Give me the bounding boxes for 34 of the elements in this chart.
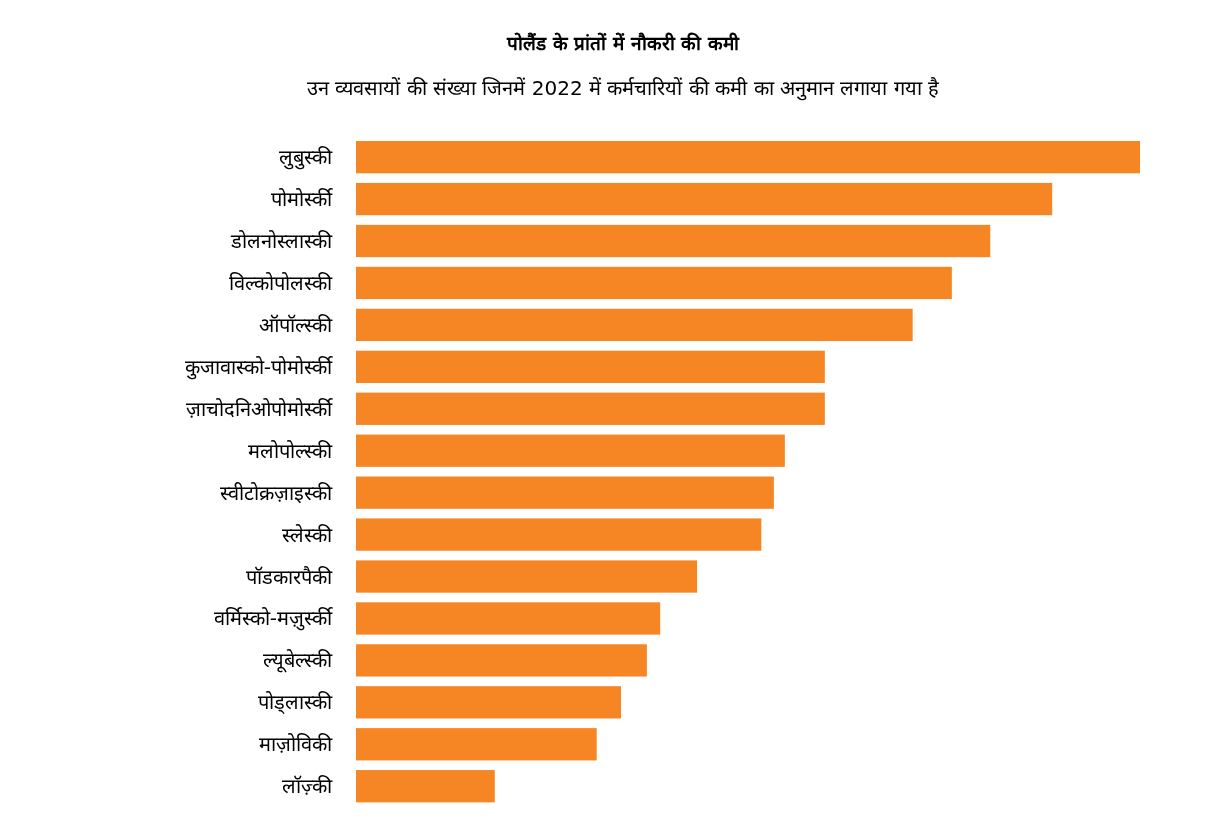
y-tick-label: कुजावास्को-पोमोर्स्की <box>184 354 333 380</box>
y-tick-label: पोमोर्स्की <box>271 187 333 212</box>
y-tick-label: पॉडकारपैकी <box>246 564 333 589</box>
y-tick-label: डोलनोस्लास्की <box>230 229 333 254</box>
bar <box>356 602 661 635</box>
bar <box>356 392 825 425</box>
bar <box>356 770 495 803</box>
y-tick-label: मलोपोल्स्की <box>248 438 333 463</box>
bar <box>356 518 762 551</box>
y-tick-label: लॉज़्की <box>282 774 333 799</box>
y-tick-label: ऑपॉल्स्की <box>259 312 333 337</box>
y-tick-label: माज़ोविकी <box>259 732 333 757</box>
y-tick-label: स्वीटोक्रज़ाइस्की <box>220 480 333 505</box>
bar <box>356 476 774 509</box>
bar <box>356 224 991 258</box>
y-tick-label: स्लेस्की <box>282 522 333 547</box>
y-tick-label: लुबुस्की <box>279 145 333 171</box>
bar <box>356 182 1053 216</box>
y-tick-label: ज़ाचोदनिओपोमोर्स्की <box>186 396 333 421</box>
y-tick-label: पोड्लास्की <box>258 690 333 716</box>
bar <box>356 266 952 300</box>
bar <box>356 728 597 761</box>
bar <box>356 560 698 593</box>
y-tick-label: ल्यूबेल्स्की <box>263 648 333 674</box>
y-tick-label: वर्मिस्को-मज़ुर्स्की <box>213 606 333 632</box>
y-tick-label: विल्कोपोलस्की <box>229 270 333 295</box>
chart-subtitle: उन व्यवसायों की संख्या जिनमें 2022 में कर्मचारियों की कमी का अनुमान लगाया गया है <box>307 76 939 101</box>
bar <box>356 141 1140 174</box>
bar <box>356 686 621 719</box>
bar <box>356 644 647 677</box>
bar <box>356 434 785 467</box>
bar <box>356 308 913 342</box>
bar <box>356 350 825 383</box>
chart-title: पोलैंड के प्रांतों में नौकरी की कमी <box>506 32 740 54</box>
